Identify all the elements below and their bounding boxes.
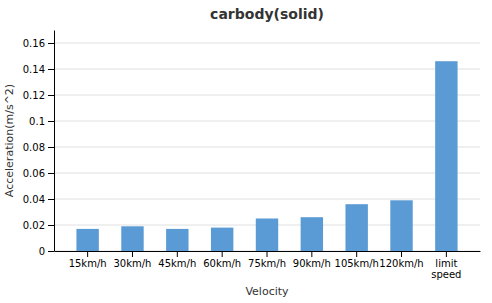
x-tick-mark [132,251,133,257]
x-tick-label-line: 75km/h [248,258,286,269]
y-tick: 0.1 [29,116,54,127]
x-tick: 45km/h [158,251,196,269]
x-tick: 30km/h [113,251,151,269]
x-tick-label: 120km/h [379,258,423,269]
x-tick-label-line: 60km/h [203,258,241,269]
grid [54,43,480,251]
chart: 0 0.02 0.04 0.06 0.08 0.1 0.12 0.14 0.16 15km/h 30… [0,0,492,303]
y-tick-mark [48,95,54,96]
x-tick: 120km/h [379,251,423,269]
y-tick-label: 0.1 [29,116,45,127]
grid-line [54,43,480,44]
x-tick-label: 90km/h [293,258,331,269]
x-tick: 75km/h [248,251,286,269]
y-tick-label: 0.06 [23,168,45,179]
y-axis: 0 0.02 0.04 0.06 0.08 0.1 0.12 0.14 0.16 [23,31,55,257]
bar [166,229,188,251]
y-tick-label: 0.16 [23,38,45,49]
y-tick-label: 0.14 [23,64,45,75]
grid-line [54,147,480,148]
bar [435,61,457,251]
x-tick-mark [446,251,447,257]
bar [76,229,98,251]
y-tick-mark [48,225,54,226]
x-tick-label-line: 45km/h [158,258,196,269]
grid-line [54,173,480,174]
y-axis-title: Acceleration(m/s^2) [3,84,16,197]
x-axis-title: Velocity [245,285,289,298]
grid-line [54,69,480,70]
x-tick-label: 75km/h [248,258,286,269]
title: carbody(solid) [210,6,324,22]
x-tick-mark [311,251,312,257]
y-tick: 0.02 [23,220,54,231]
y-tick: 0.08 [23,142,54,153]
grid-line [54,95,480,96]
x-tick-mark [401,251,402,257]
x-tick-label: limitspeed [431,258,461,280]
y-tick: 0.16 [23,38,54,49]
x-tick: 105km/h [335,251,379,269]
x-tick: limitspeed [431,251,461,280]
y-tick-mark [48,121,54,122]
y-tick: 0.06 [23,168,54,179]
x-tick-label: 60km/h [203,258,241,269]
x-tick-mark [222,251,223,257]
x-tick-label: 45km/h [158,258,196,269]
y-tick-mark [48,199,54,200]
y-tick-label: 0.02 [23,220,45,231]
y-tick-mark [48,43,54,44]
y-tick: 0.14 [23,64,54,75]
bars [76,61,457,251]
grid-line [54,199,480,200]
y-tick-mark [48,69,54,70]
x-tick-label: 30km/h [113,258,151,269]
x-tick-label: 15km/h [69,258,107,269]
bar [211,228,233,251]
x-tick-label-line: 90km/h [293,258,331,269]
x-tick-label-line: limit [435,258,457,269]
x-tick: 60km/h [203,251,241,269]
y-tick-mark [48,173,54,174]
bar [390,200,412,251]
x-tick: 90km/h [293,251,331,269]
y-tick: 0 [39,246,54,257]
y-tick-mark [48,147,54,148]
x-tick-mark [177,251,178,257]
x-axis: 15km/h 30km/h 45km/h 60km/h 75km/h 90km/h 105k… [55,251,481,280]
y-tick-label: 0.12 [23,90,45,101]
x-tick-label-line: 30km/h [113,258,151,269]
y-tick-label: 0 [39,246,45,257]
x-tick-mark [267,251,268,257]
plot: 0 0.02 0.04 0.06 0.08 0.1 0.12 0.14 0.16 15km/h 30… [23,31,481,281]
x-tick-label-line: 120km/h [379,258,423,269]
x-tick-label-line: 15km/h [69,258,107,269]
x-tick: 15km/h [69,251,107,269]
x-tick-label-line: speed [431,269,461,280]
x-tick-label: 105km/h [335,258,379,269]
x-tick-label-line: 105km/h [335,258,379,269]
y-axis-line [54,31,55,252]
bar [345,204,367,251]
y-tick-mark [48,251,54,252]
bar [121,226,143,251]
bar [256,219,278,252]
bar [301,217,323,251]
y-tick: 0.12 [23,90,54,101]
x-tick-mark [356,251,357,257]
y-tick: 0.04 [23,194,54,205]
y-tick-label: 0.04 [23,194,45,205]
grid-line [54,121,480,122]
y-tick-label: 0.08 [23,142,45,153]
x-tick-mark [87,251,88,257]
